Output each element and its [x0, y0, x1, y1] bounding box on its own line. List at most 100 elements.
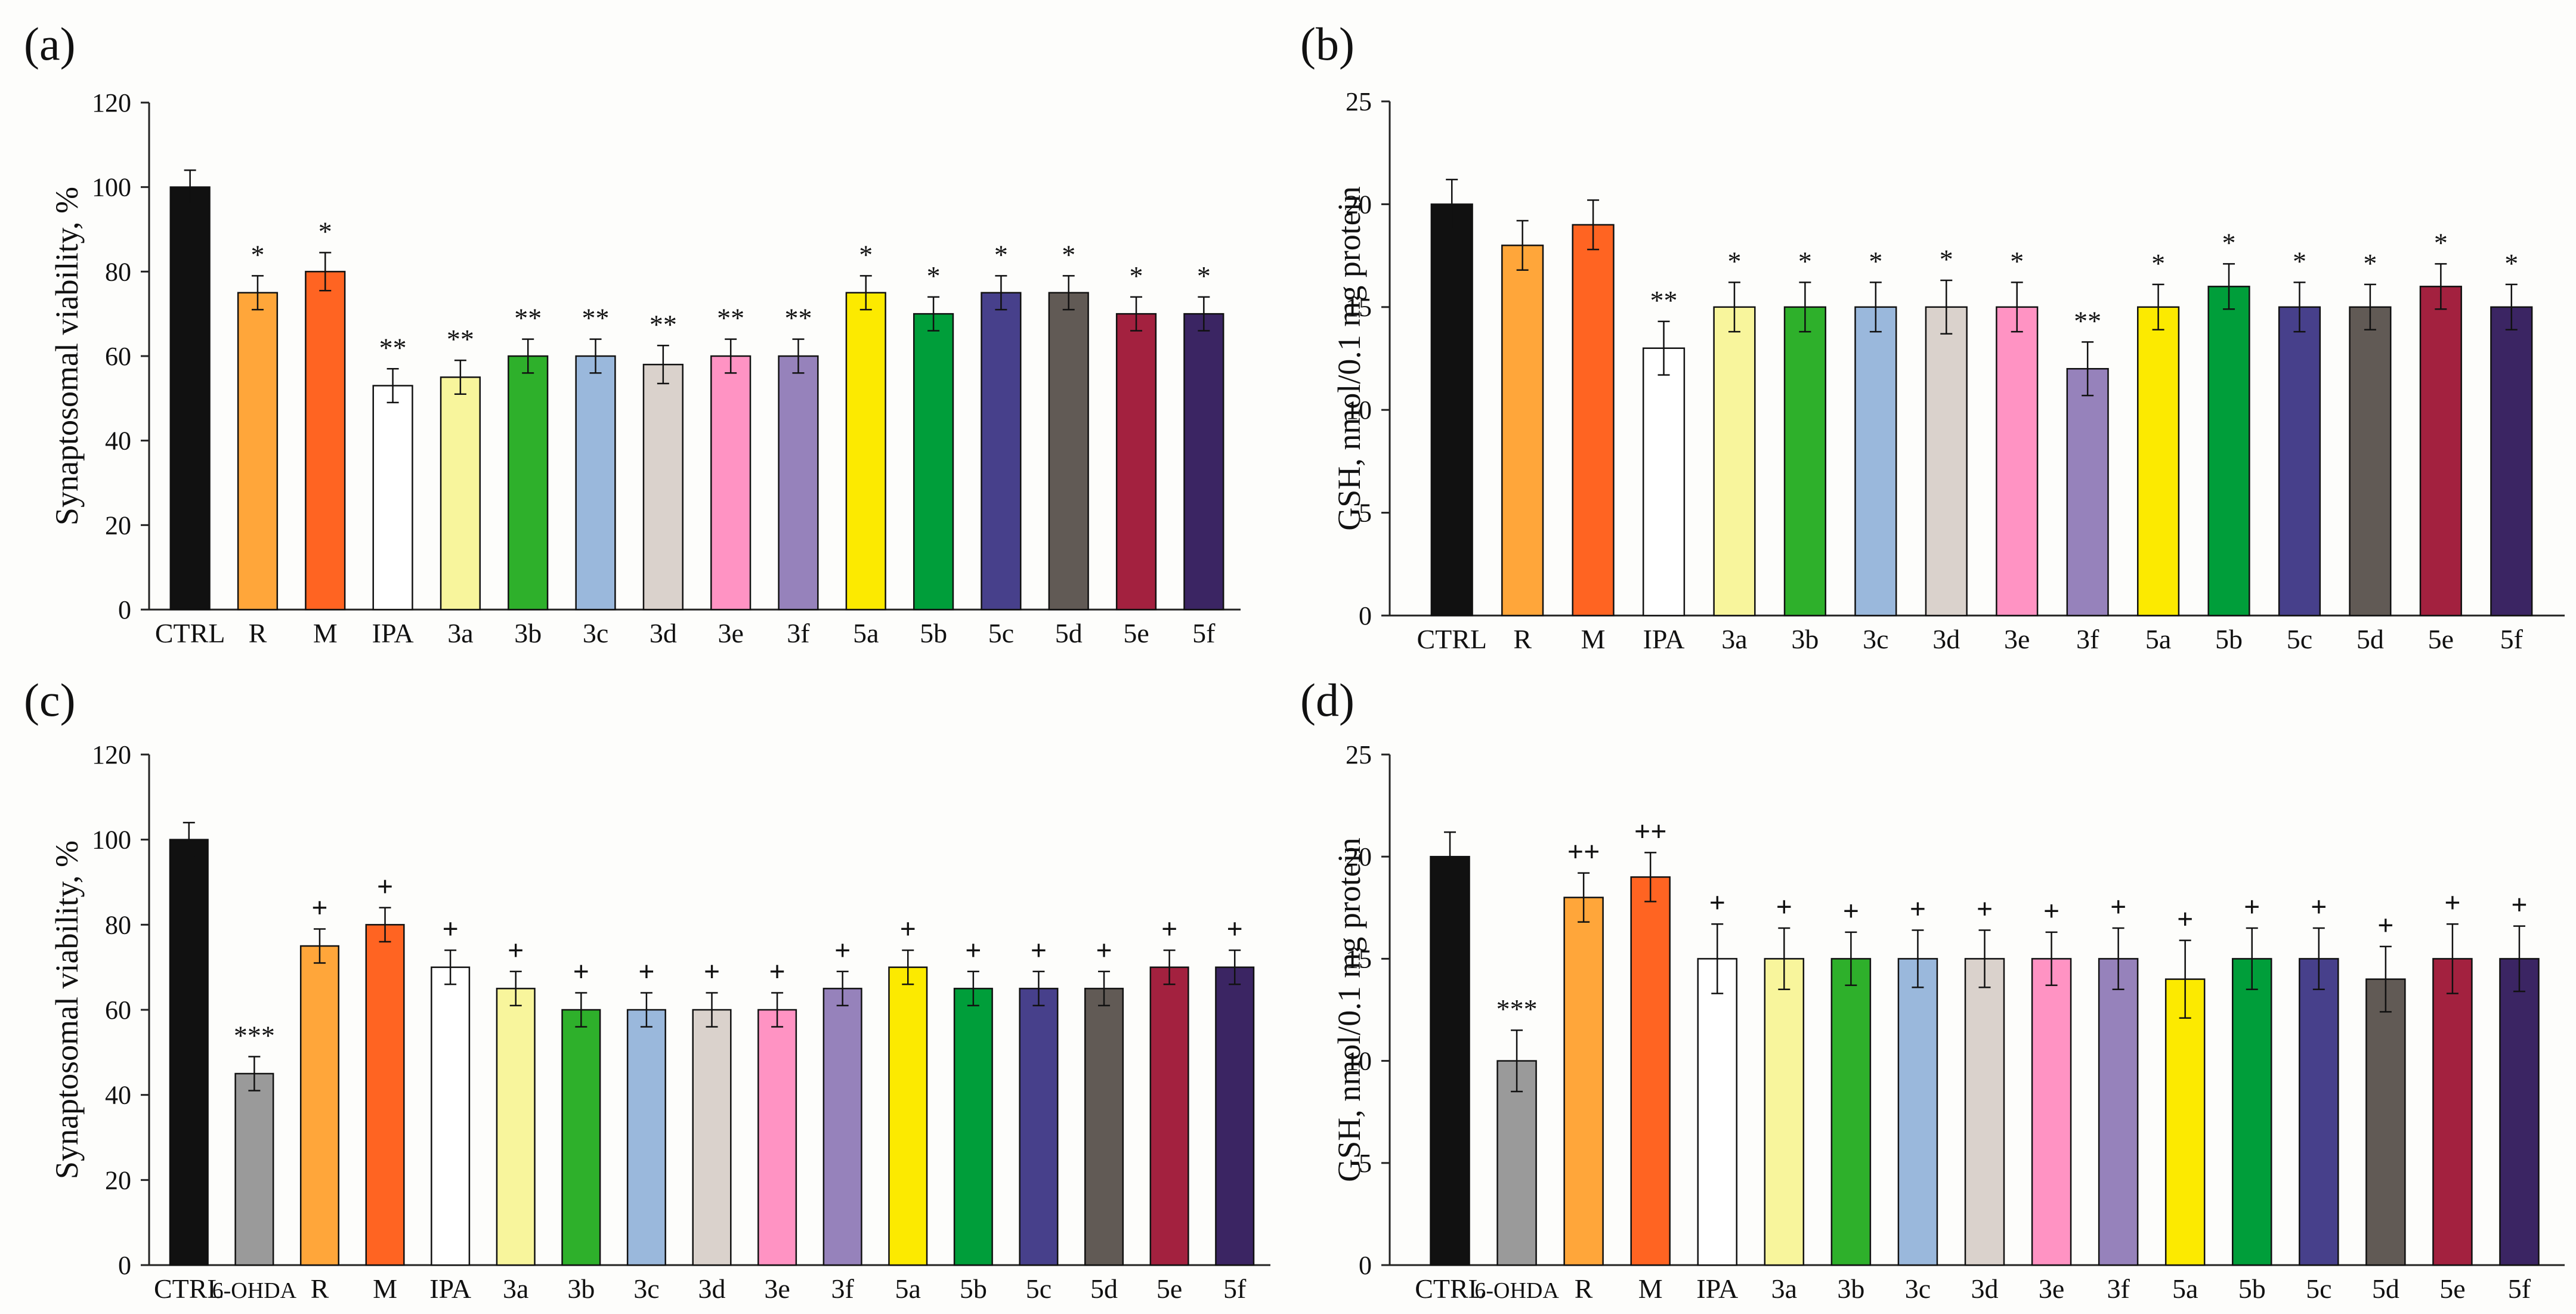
x-tick-label: 3b	[514, 618, 542, 648]
bar-5d	[1048, 292, 1089, 611]
significance-marker: **	[784, 303, 812, 333]
bar-3a	[1713, 306, 1756, 617]
bar-ctrl	[169, 839, 209, 1266]
bar-3f	[2098, 958, 2139, 1266]
significance-marker: +	[377, 871, 393, 902]
bar-r	[1563, 896, 1604, 1266]
y-tick-label: 25	[1346, 740, 1372, 769]
bar-3e	[1996, 306, 2039, 617]
y-axis-title: GSH, nmol/0.1 mg protein	[1331, 186, 1367, 531]
bar-5c	[2299, 958, 2339, 1266]
x-tick-label: 3e	[764, 1273, 790, 1304]
bar-5d	[1084, 988, 1124, 1266]
x-tick-label: 5e	[1123, 618, 1149, 648]
x-tick-label: 5c	[2306, 1273, 2331, 1304]
bar-r	[299, 945, 340, 1266]
x-tick-label: 3c	[1863, 624, 1888, 654]
bar-5f	[2499, 958, 2540, 1266]
y-tick-label: 60	[105, 995, 131, 1025]
bar-3e	[757, 1009, 797, 1266]
significance-marker: *	[859, 239, 873, 270]
y-tick-label: 60	[105, 342, 131, 371]
x-tick-label: 5b	[2215, 624, 2243, 654]
x-tick-label: 3c	[583, 618, 608, 648]
significance-marker: **	[650, 309, 677, 339]
x-tick-label: 5d	[2372, 1273, 2399, 1304]
bar-5b	[913, 313, 954, 611]
x-tick-label: M	[1638, 1273, 1663, 1304]
bar-6-ohda	[1496, 1060, 1537, 1266]
x-tick-label: 5f	[1192, 618, 1216, 648]
bar-5a	[845, 292, 886, 611]
x-tick-label: 6-OHDA	[1474, 1278, 1559, 1303]
bar-m	[1572, 224, 1615, 617]
significance-marker: *	[1062, 239, 1075, 270]
bar-ipa	[1697, 958, 1738, 1266]
bar-ctrl	[1430, 855, 1470, 1266]
bar-ipa	[431, 966, 471, 1266]
x-tick-label: 3a	[1771, 1273, 1797, 1304]
x-tick-label: M	[1581, 624, 1606, 654]
x-tick-label: 3a	[503, 1273, 528, 1304]
y-tick-label: 80	[105, 910, 131, 939]
significance-marker: *	[927, 261, 941, 291]
y-axis-title: GSH, nmol/0.1 mg protein	[1331, 837, 1367, 1182]
bar-3a	[440, 376, 481, 611]
bar-3c	[626, 1009, 666, 1266]
x-tick-label: 5a	[853, 618, 879, 648]
significance-marker: **	[1650, 285, 1678, 316]
y-axis-title: Synaptosomal viability, %	[49, 187, 85, 525]
significance-marker: *	[1130, 261, 1143, 291]
significance-marker: +	[1977, 893, 1993, 925]
significance-marker: +	[1910, 893, 1926, 925]
y-tick-label: 20	[105, 1165, 131, 1195]
significance-marker: +	[2511, 889, 2527, 921]
significance-marker: *	[2363, 248, 2377, 279]
x-tick-label: 5a	[895, 1273, 921, 1304]
y-tick-label: 40	[105, 426, 131, 456]
significance-marker: +	[508, 935, 524, 966]
panel-b: (b) 0 5 10 15 20 25 GSH, nmol/0.1 mg protein CTR…	[1300, 18, 2565, 654]
bar-5a	[2164, 978, 2206, 1266]
y-tick-label: 0	[1359, 601, 1372, 630]
significance-marker: +	[1096, 935, 1112, 966]
significance-marker: +	[1843, 895, 1859, 927]
x-tick-label: 3e	[2004, 624, 2030, 654]
bar-5a	[888, 966, 928, 1266]
significance-marker: +	[311, 892, 327, 923]
bar-5b	[953, 988, 993, 1266]
bar-r	[237, 292, 279, 611]
bar-5e	[1149, 966, 1189, 1266]
significance-marker: +	[1031, 935, 1047, 966]
significance-marker: +	[573, 956, 589, 987]
significance-marker: +	[900, 913, 916, 945]
x-tick-label: 5c	[2287, 624, 2312, 654]
significance-marker: *	[994, 239, 1008, 270]
x-tick-label: R	[311, 1273, 329, 1304]
x-tick-label: IPA	[372, 618, 414, 648]
bar-ctrl	[1430, 203, 1473, 617]
significance-marker: *	[1197, 261, 1211, 291]
panel-label: (b)	[1300, 18, 1355, 70]
significance-marker: +	[1776, 891, 1792, 923]
x-tick-label: 3f	[831, 1273, 855, 1304]
bar-3b	[508, 355, 549, 611]
panel-d: (d) 0 5 10 15 20 25 GSH, nmol/0.1 mg protein CTR…	[1300, 674, 2565, 1304]
x-tick-label: 5f	[2500, 624, 2524, 654]
x-tick-label: 5a	[2172, 1273, 2198, 1304]
x-tick-label: 5e	[2439, 1273, 2465, 1304]
significance-marker: *	[1940, 244, 1953, 274]
significance-marker: ++	[1634, 815, 1667, 847]
x-tick-label: 3d	[698, 1273, 726, 1304]
bar-5c	[1019, 988, 1059, 1266]
bar-3c	[1897, 958, 1938, 1266]
y-tick-label: 120	[92, 740, 131, 769]
x-tick-label: 5e	[1156, 1273, 1182, 1304]
y-tick-label: 0	[1359, 1251, 1372, 1280]
panel-label: (a)	[24, 18, 76, 70]
significance-marker: +	[638, 956, 654, 987]
bar-5c	[981, 292, 1022, 611]
x-tick-label: 3d	[650, 618, 677, 648]
y-tick-label: 80	[105, 257, 131, 286]
significance-marker: +	[965, 935, 981, 966]
